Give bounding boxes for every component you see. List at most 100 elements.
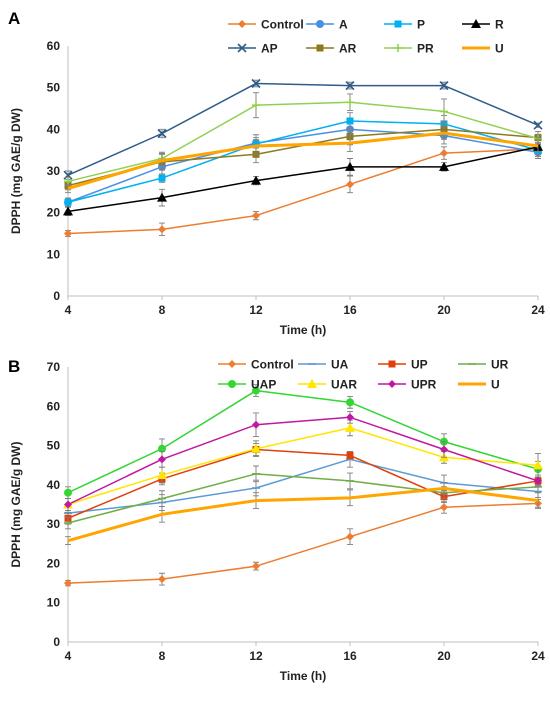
chart-b-legend-symbol-uap-marker [228, 380, 236, 388]
chart-a-series-ap [63, 78, 543, 180]
chart-b-point-control [440, 503, 448, 512]
chart-a-legend-label: PR [417, 42, 434, 56]
chart-a-legend-label: Control [261, 18, 304, 32]
chart-a-legend-symbol-ap-marker [237, 43, 247, 53]
chart-a-point-r [251, 175, 261, 185]
chart-a-line-r [67, 146, 539, 213]
chart-a-x-tick-label: 20 [437, 303, 451, 317]
chart-a-series-control [64, 144, 542, 238]
chart-b-point-upr [64, 500, 72, 509]
chart-b-legend-label: UP [411, 358, 428, 372]
chart-panel-b: B 0 10 20 30 40 50 60 70 4 8 12 16 20 24 Time (h) DPPH (… [0, 348, 550, 697]
chart-b-y-tick-label: 0 [53, 635, 60, 649]
chart-a-line-pr [67, 101, 539, 183]
chart-a-point-p [158, 174, 166, 182]
chart-a-panel-label: A [8, 9, 20, 28]
chart-b-y-tick-label: 40 [47, 478, 61, 492]
chart-b-y-tick-label: 60 [47, 399, 61, 413]
chart-b-legend-label: UPR [411, 378, 437, 392]
chart-b-point-upr [158, 455, 166, 464]
chart-b-series-u [65, 482, 541, 546]
chart-b-legend-symbol-control-marker [228, 360, 236, 368]
chart-a-line-ap [67, 82, 539, 176]
chart-a-line-a [67, 128, 539, 203]
chart-b-line-upr [67, 416, 539, 506]
chart-a-point-ap [63, 170, 73, 180]
chart-a-point-r [63, 206, 73, 216]
chart-b-x-tick-label: 20 [437, 649, 451, 663]
chart-a-point-pr [440, 107, 448, 116]
chart-a-legend-symbol-a-marker [316, 20, 324, 28]
chart-b-y-axis-label: DPPH (mg GAE/g DW) [9, 442, 23, 568]
chart-b-panel-label: B [8, 357, 20, 376]
chart-a-y-tick-label: 60 [47, 39, 61, 53]
chart-b-svg: B 0 10 20 30 40 50 60 70 4 8 12 16 20 24 Time (h) DPPH (… [8, 357, 545, 683]
chart-b-point-uap [346, 398, 354, 407]
chart-b-point-uar [157, 470, 167, 480]
chart-b-line-ua [67, 458, 539, 514]
chart-b-legend-label: U [491, 378, 500, 392]
chart-b-point-uar [533, 460, 543, 470]
chart-a-y-tick-label: 20 [47, 206, 61, 220]
chart-b-point-upr [252, 420, 260, 429]
chart-b-point-control [64, 579, 72, 588]
chart-b-line-uap [67, 389, 539, 494]
chart-a-legend-symbol-pr-marker [394, 44, 402, 52]
chart-b-series-uar [63, 419, 543, 511]
chart-a-point-r [345, 161, 355, 171]
chart-b-series-control [64, 498, 542, 588]
chart-b-line-uar [67, 427, 539, 506]
chart-b-legend-label: UR [491, 358, 509, 372]
chart-a-legend-label: AR [339, 42, 357, 56]
chart-b-y-tick-label: 70 [47, 360, 61, 374]
chart-b-x-tick-label: 8 [159, 649, 166, 663]
chart-b-point-uar [345, 422, 355, 432]
chart-a-legend: Control A P RAP AR PR U [228, 18, 504, 56]
chart-b-y-tick-label: 50 [47, 439, 61, 453]
chart-a-x-axis-label: Time (h) [280, 323, 326, 337]
chart-b-legend-label: UAP [251, 378, 276, 392]
chart-a-legend-symbol-ar-marker [316, 44, 324, 52]
chart-a-y-tick-label: 40 [47, 122, 61, 136]
chart-a-series-u [65, 126, 541, 194]
chart-a-y-tick-label: 0 [53, 289, 60, 303]
chart-a-point-control [64, 229, 72, 238]
chart-a-point-p [346, 117, 354, 125]
chart-b-x-tick-label: 12 [249, 649, 263, 663]
chart-a-legend-symbol-control-marker [238, 20, 246, 28]
chart-a-series-ar [64, 120, 542, 191]
chart-b-legend-symbol-up-marker [388, 360, 396, 368]
chart-a-x-tick-label: 12 [249, 303, 263, 317]
chart-b-x-axis-label: Time (h) [280, 669, 326, 683]
chart-a-point-control [252, 211, 260, 220]
chart-a-y-tick-label: 30 [47, 164, 61, 178]
chart-a-legend-symbol-r-marker [471, 19, 481, 28]
chart-b-point-uap [252, 386, 260, 395]
chart-a-line-control [67, 148, 539, 235]
chart-a-point-p [64, 198, 72, 206]
chart-a-point-ap [345, 81, 355, 91]
chart-a-point-pr [252, 101, 260, 110]
chart-a-legend-label: AP [261, 42, 278, 56]
chart-a-series-p [64, 112, 542, 207]
chart-a-point-control [346, 180, 354, 189]
chart-b-x-tick-label: 16 [343, 649, 357, 663]
chart-b-y-tick-label: 20 [47, 556, 61, 570]
chart-b-legend: Control UA UP UR UAP UAR UPR U [218, 358, 509, 392]
chart-a-y-axis-label: DPPH (mg GAE/g DW) [9, 108, 23, 234]
chart-a-legend-symbol-p-marker [394, 20, 402, 28]
chart-b-line-u [67, 486, 539, 543]
chart-a-x-tick-label: 4 [65, 303, 72, 317]
chart-a-line-p [67, 120, 539, 203]
chart-a-x-tick-label: 16 [343, 303, 357, 317]
chart-a-legend-label: R [495, 18, 504, 32]
chart-b-y-tick-label: 10 [47, 596, 61, 610]
chart-a-x-tick-label: 24 [531, 303, 545, 317]
chart-a-x-tick-label: 8 [159, 303, 166, 317]
chart-b-series-upr [64, 410, 542, 511]
chart-b-x-tick-label: 24 [531, 649, 545, 663]
chart-a-legend-label: U [495, 42, 504, 56]
chart-a-legend-label: P [417, 18, 425, 32]
chart-b-point-control [346, 532, 354, 541]
chart-a-point-ap [533, 120, 543, 130]
